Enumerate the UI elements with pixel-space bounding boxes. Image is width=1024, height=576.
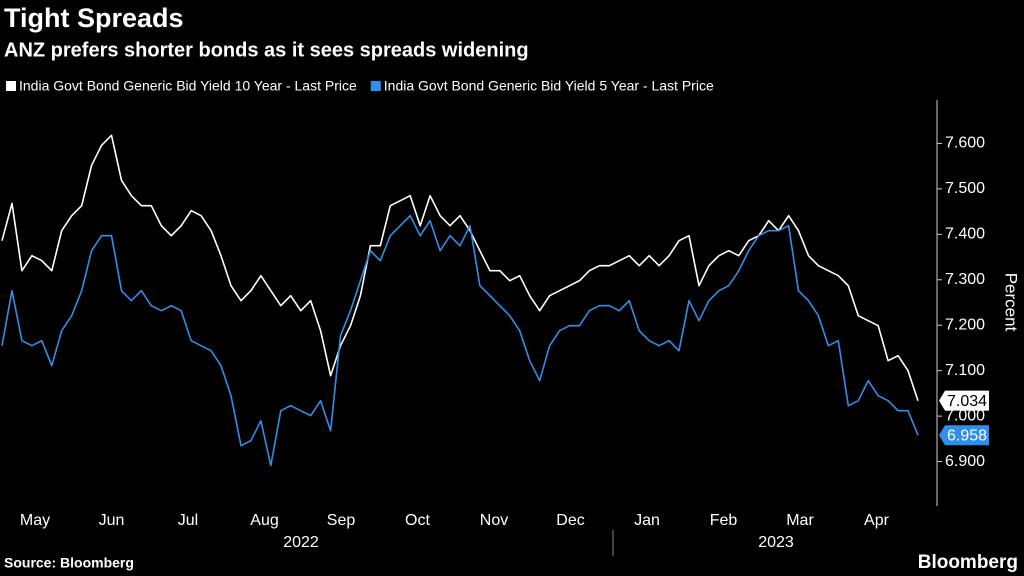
x-tick-label: Apr	[864, 512, 890, 529]
x-tick-label: Mar	[786, 512, 814, 529]
y-tick-label: 7.400	[945, 226, 985, 243]
last-value-label: 7.034	[947, 393, 987, 410]
year-label: 2022	[283, 534, 319, 551]
last-value-box	[939, 425, 989, 446]
legend-label: India Govt Bond Generic Bid Yield 5 Year…	[384, 78, 714, 94]
y-tick-label: 6.900	[945, 453, 985, 470]
y-tick-label: 7.300	[945, 271, 985, 288]
x-tick-label: Jan	[634, 512, 660, 529]
series-line	[1, 134, 919, 401]
y-tick-label: 7.200	[945, 316, 985, 333]
y-tick-label: 7.000	[945, 407, 985, 424]
x-tick-label: Sep	[327, 512, 356, 529]
series-line	[1, 214, 919, 467]
x-tick-label: Nov	[480, 512, 508, 529]
last-value-box	[939, 390, 989, 411]
x-tick-label: Jul	[178, 512, 198, 529]
y-tick-label: 7.500	[945, 180, 985, 197]
x-tick-label: Feb	[710, 512, 738, 529]
legend-swatch	[6, 81, 16, 91]
x-tick-label: Dec	[556, 512, 584, 529]
x-tick-label: Oct	[405, 512, 430, 529]
x-tick-label: Jun	[99, 512, 125, 529]
year-label: 2023	[758, 534, 794, 551]
chart-subtitle: ANZ prefers shorter bonds as it sees spr…	[4, 39, 529, 61]
y-tick-label: 7.600	[945, 135, 985, 152]
y-tick-label: 7.100	[945, 362, 985, 379]
last-value-label: 6.958	[947, 427, 987, 444]
legend-swatch	[370, 81, 381, 91]
source: Source: Bloomberg	[4, 555, 134, 571]
x-tick-label: May	[20, 512, 50, 529]
brand: Bloomberg	[918, 552, 1018, 573]
chart-title: Tight Spreads	[4, 3, 184, 33]
y-axis-title: Percent	[1002, 273, 1021, 332]
legend-label: India Govt Bond Generic Bid Yield 10 Yea…	[19, 78, 357, 94]
x-tick-label: Aug	[250, 512, 278, 529]
